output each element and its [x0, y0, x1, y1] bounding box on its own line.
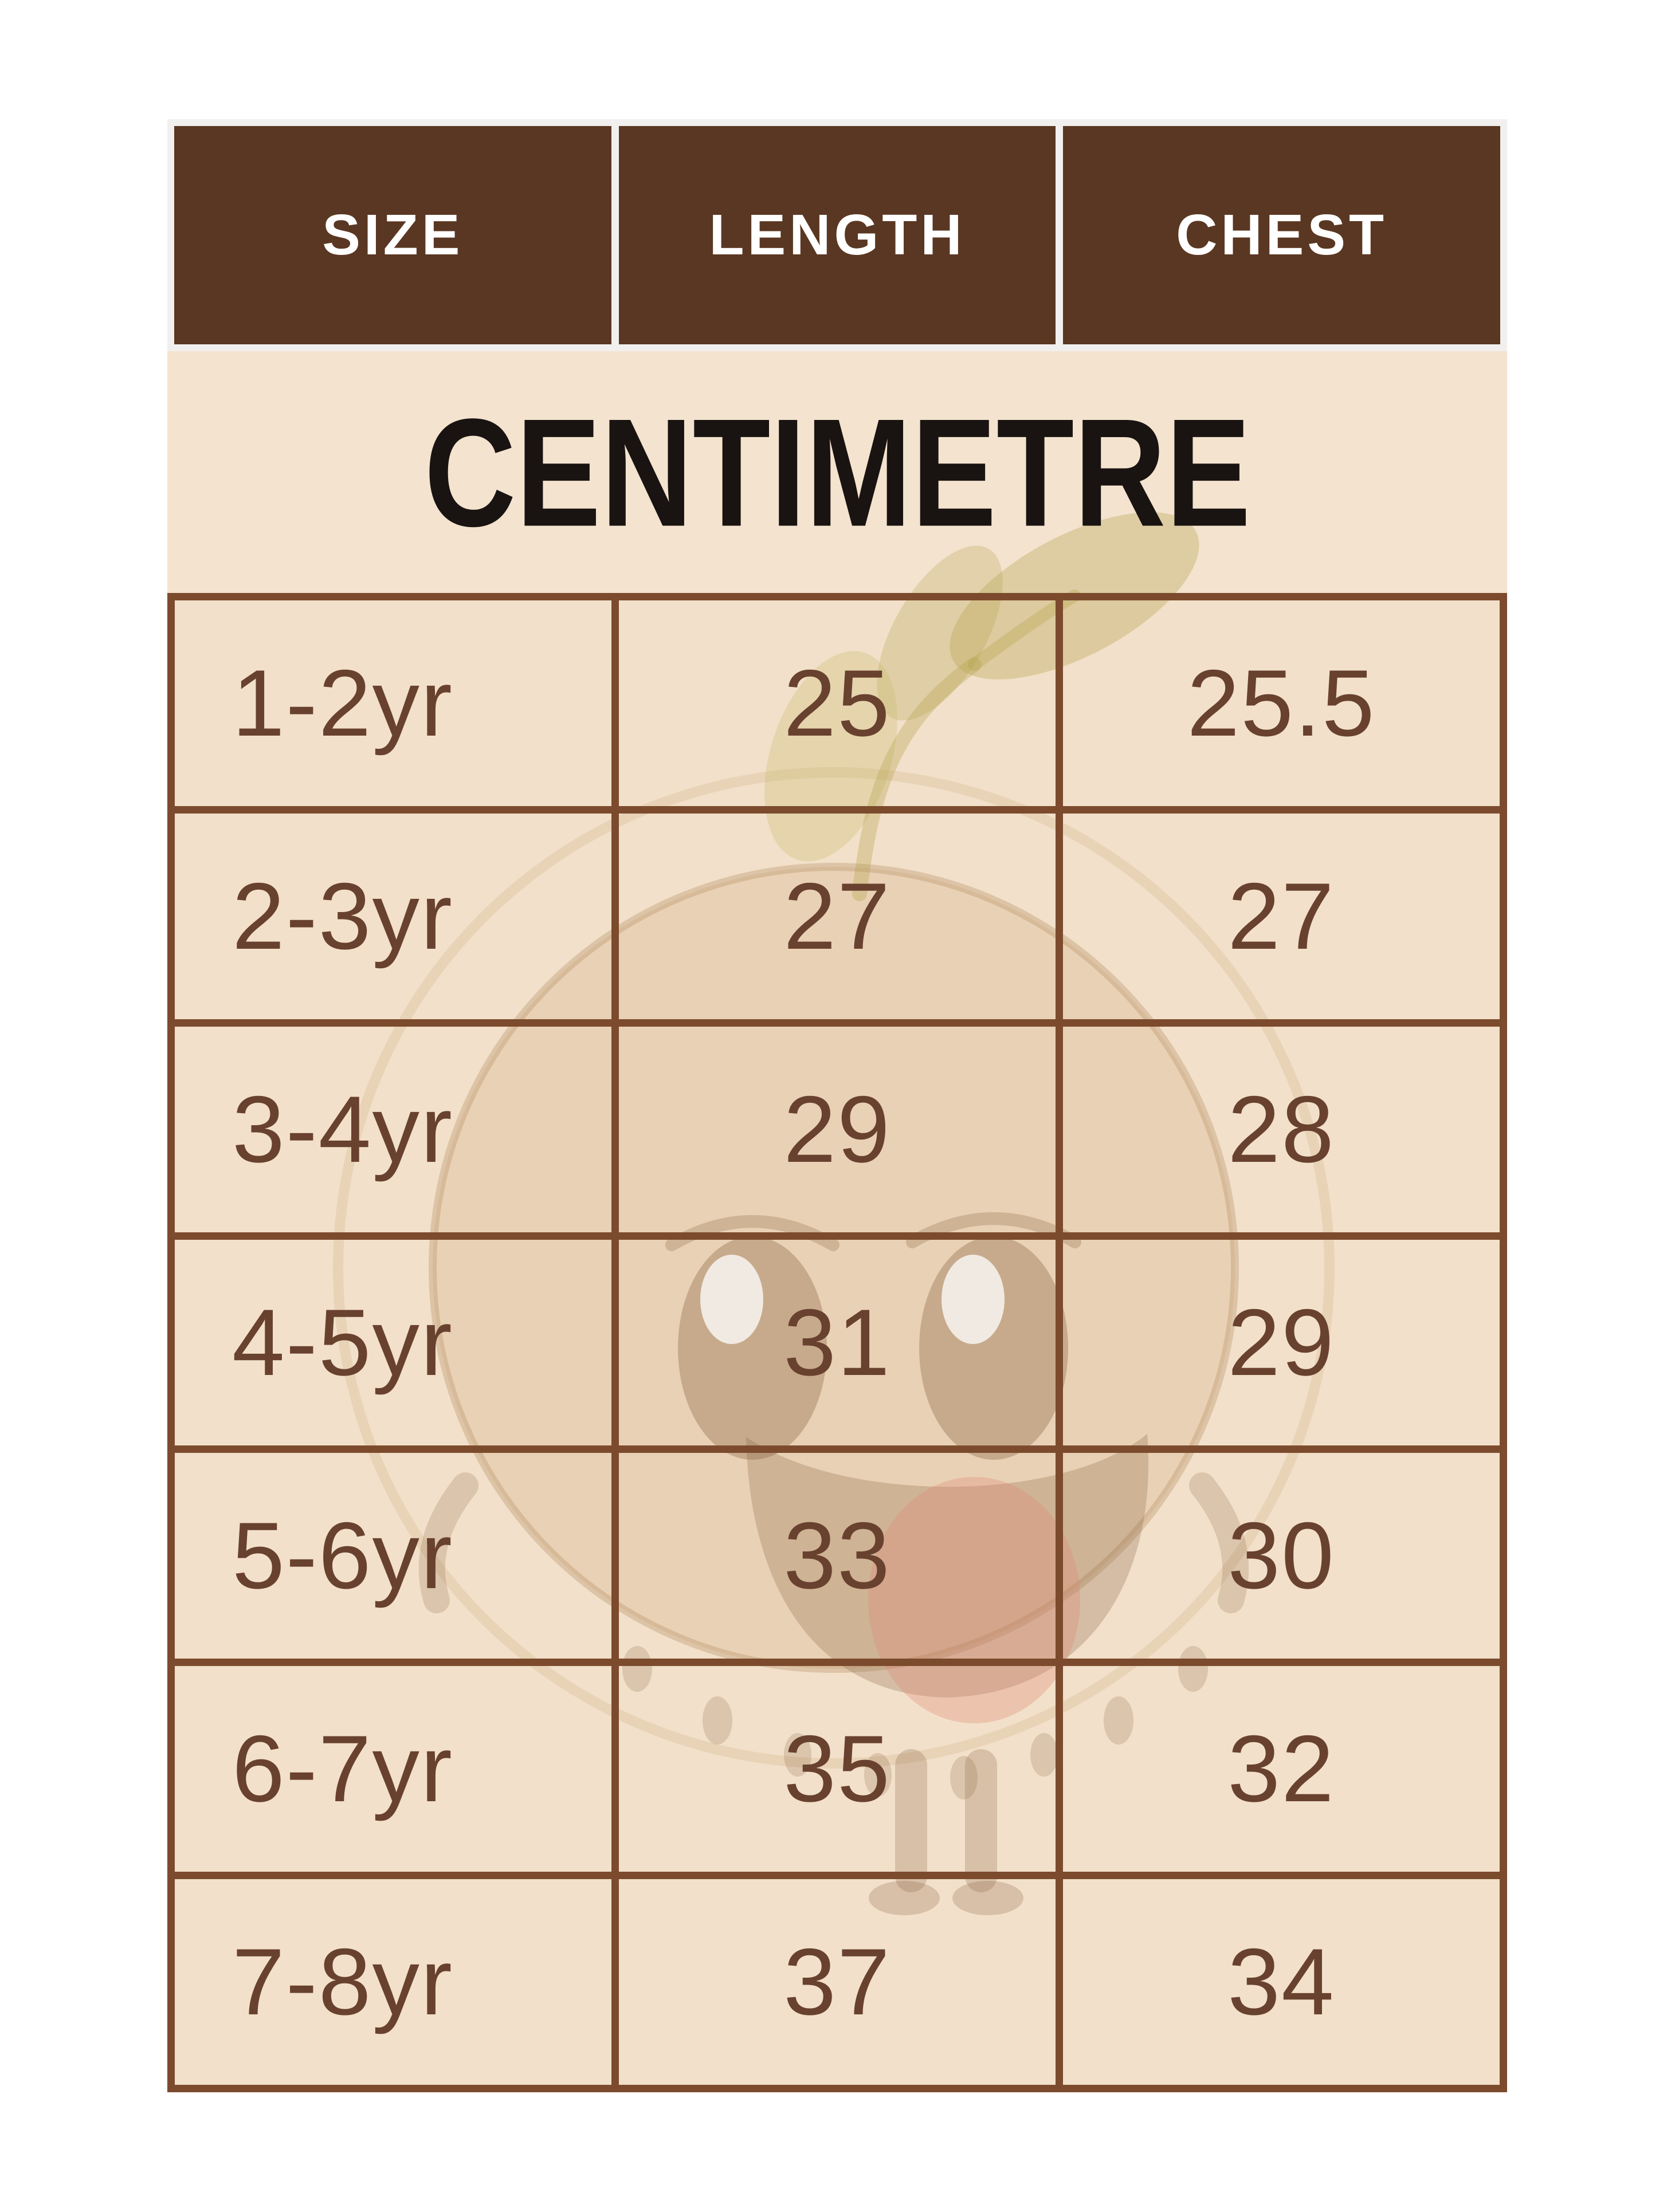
chest-cell: 32 — [1056, 1659, 1507, 1879]
size-cell: 7-8yr — [167, 1872, 619, 2092]
length-cell: 35 — [611, 1659, 1063, 1879]
size-cell: 1-2yr — [167, 593, 619, 814]
chest-cell: 34 — [1056, 1872, 1507, 2092]
unit-banner: CENTIMETRE — [167, 351, 1507, 593]
size-cell: 5-6yr — [167, 1445, 619, 1666]
length-cell: 33 — [611, 1445, 1063, 1666]
size-cell: 6-7yr — [167, 1659, 619, 1879]
header-row: SIZE LENGTH CHEST — [167, 119, 1507, 351]
table-row: 3-4yr 29 28 — [167, 1019, 1507, 1240]
size-chart: SIZE LENGTH CHEST — [167, 119, 1507, 2092]
table-row: 7-8yr 37 34 — [167, 1872, 1507, 2092]
table-row: 2-3yr 27 27 — [167, 806, 1507, 1027]
table-row: 1-2yr 25 25.5 — [167, 593, 1507, 814]
header-cell-chest: CHEST — [1063, 126, 1501, 344]
length-cell: 29 — [611, 1019, 1063, 1240]
size-cell: 4-5yr — [167, 1232, 619, 1453]
table-row: 6-7yr 35 32 — [167, 1659, 1507, 1879]
size-cell: 3-4yr — [167, 1019, 619, 1240]
chest-cell: 28 — [1056, 1019, 1507, 1240]
size-cell: 2-3yr — [167, 806, 619, 1027]
chest-cell: 27 — [1056, 806, 1507, 1027]
chest-cell: 30 — [1056, 1445, 1507, 1666]
unit-banner-label: CENTIMETRE — [423, 386, 1251, 559]
length-cell: 27 — [611, 806, 1063, 1027]
header-cell-size: SIZE — [174, 126, 611, 344]
length-cell: 31 — [611, 1232, 1063, 1453]
table-row: 5-6yr 33 30 — [167, 1445, 1507, 1666]
size-chart-grid: 1-2yr 25 25.5 2-3yr 27 27 3-4yr 29 28 4-… — [167, 593, 1507, 2092]
header-cell-length: LENGTH — [618, 126, 1056, 344]
length-cell: 37 — [611, 1872, 1063, 2092]
length-cell: 25 — [611, 593, 1063, 814]
chest-cell: 29 — [1056, 1232, 1507, 1453]
table-row: 4-5yr 31 29 — [167, 1232, 1507, 1453]
chest-cell: 25.5 — [1056, 593, 1507, 814]
chart-body: CENTIMETRE 1-2yr 25 25.5 2-3yr 27 27 3-4… — [167, 351, 1507, 2092]
